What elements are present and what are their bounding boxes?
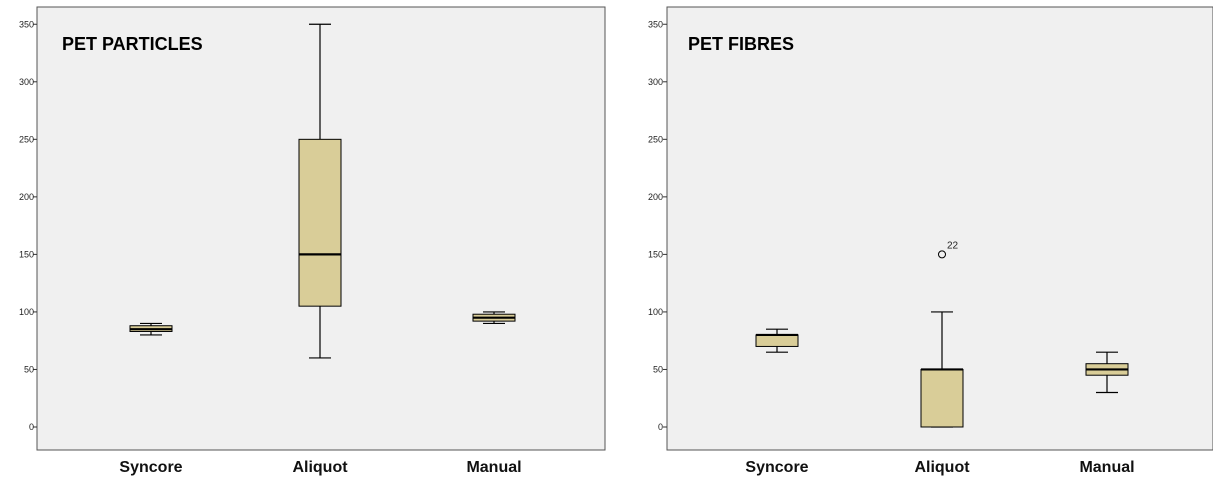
box-aliquot [298,23,342,359]
y-tick-label: 250 [19,134,34,144]
y-tick-label: 200 [19,192,34,202]
iqr-box [298,138,342,307]
y-tick-label: 300 [19,77,34,87]
box-manual [1085,351,1129,394]
category-label: Manual [466,459,521,476]
chart-title: PET PARTICLES [62,34,203,54]
y-tick-label: 250 [648,134,663,144]
y-tick-label: 350 [19,19,34,29]
category-label: Aliquot [914,459,970,476]
y-tick-label: 300 [648,77,663,87]
y-tick-label: 0 [29,422,34,432]
outlier-point [938,250,946,259]
y-tick-label: 50 [653,364,663,374]
panel-pet-fibres: PET FIBRES 0 50 100 150 200 250 300 350 Syncore Al… [648,6,1213,476]
category-label: Aliquot [292,459,348,476]
y-tick-label: 150 [19,249,34,259]
y-tick-label: 200 [648,192,663,202]
iqr-box [920,368,964,428]
box-syncore [755,328,799,353]
category-label: Manual [1079,459,1134,476]
y-tick-label: 150 [648,249,663,259]
iqr-box [755,334,799,347]
y-tick-label: 0 [658,422,663,432]
box-manual [472,311,516,325]
panel-pet-particles: PET PARTICLES 0 50 100 150 200 250 300 350 Syncor… [19,6,606,476]
category-label: Syncore [119,459,182,476]
box-aliquot: 22 [920,240,964,428]
box-syncore [129,322,173,336]
y-tick-label: 100 [648,307,663,317]
outlier-label: 22 [947,240,959,251]
chart-title: PET FIBRES [688,34,794,54]
category-label: Syncore [745,459,808,476]
y-tick-label: 100 [19,307,34,317]
y-tick-label: 50 [24,364,34,374]
y-tick-label: 350 [648,19,663,29]
